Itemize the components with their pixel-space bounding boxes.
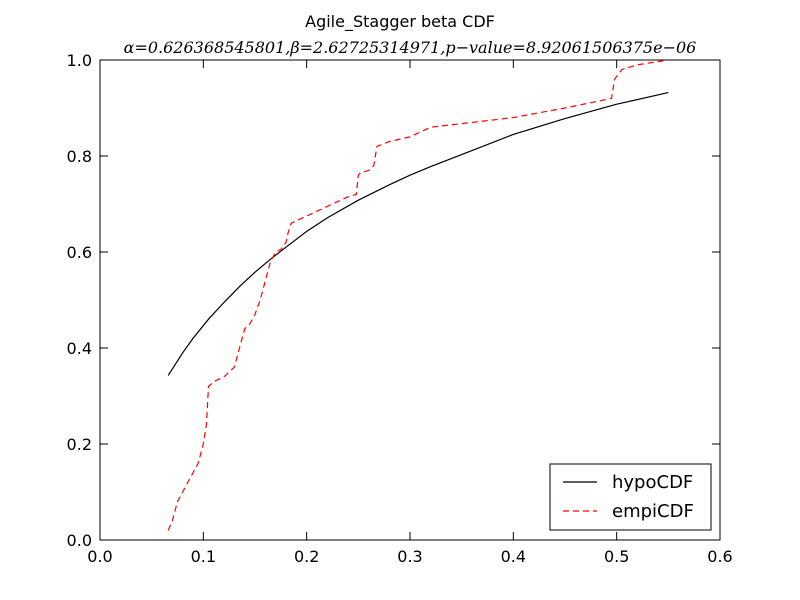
legend: hypoCDF empiCDF [549,463,712,531]
series-lines [167,59,669,531]
axis-tick-labels: 0.0 0.1 0.2 0.3 0.4 0.5 0.6 0.0 0.2 0.4 0.6 0.8 1.0 [67,51,733,566]
series-line-hypocdf [167,92,669,376]
legend-box [549,463,712,531]
series-line-empicdf [167,59,669,531]
x-tick-label: 0.5 [604,547,629,566]
x-tick-label: 0.4 [501,547,526,566]
legend-label-hypocdf: hypoCDF [612,472,693,493]
x-tick-label: 0.0 [87,547,112,566]
x-tick-label: 0.1 [191,547,216,566]
x-tick-label: 0.6 [707,547,732,566]
legend-label-empicdf: empiCDF [612,501,694,522]
y-tick-label: 1.0 [67,51,92,70]
y-tick-label: 0.2 [67,435,92,454]
y-tick-label: 0.8 [67,147,92,166]
x-tick-label: 0.2 [294,547,319,566]
y-tick-label: 0.6 [67,243,92,262]
y-tick-label: 0.4 [67,339,92,358]
x-tick-label: 0.3 [397,547,422,566]
chart-subtitle: α=0.626368545801,β=2.62725314971,p−value… [124,38,697,57]
y-tick-label: 0.0 [67,531,92,550]
axis-ticks [99,59,721,541]
plot-area [99,59,721,541]
chart-title: Agile_Stagger beta CDF [305,12,495,32]
